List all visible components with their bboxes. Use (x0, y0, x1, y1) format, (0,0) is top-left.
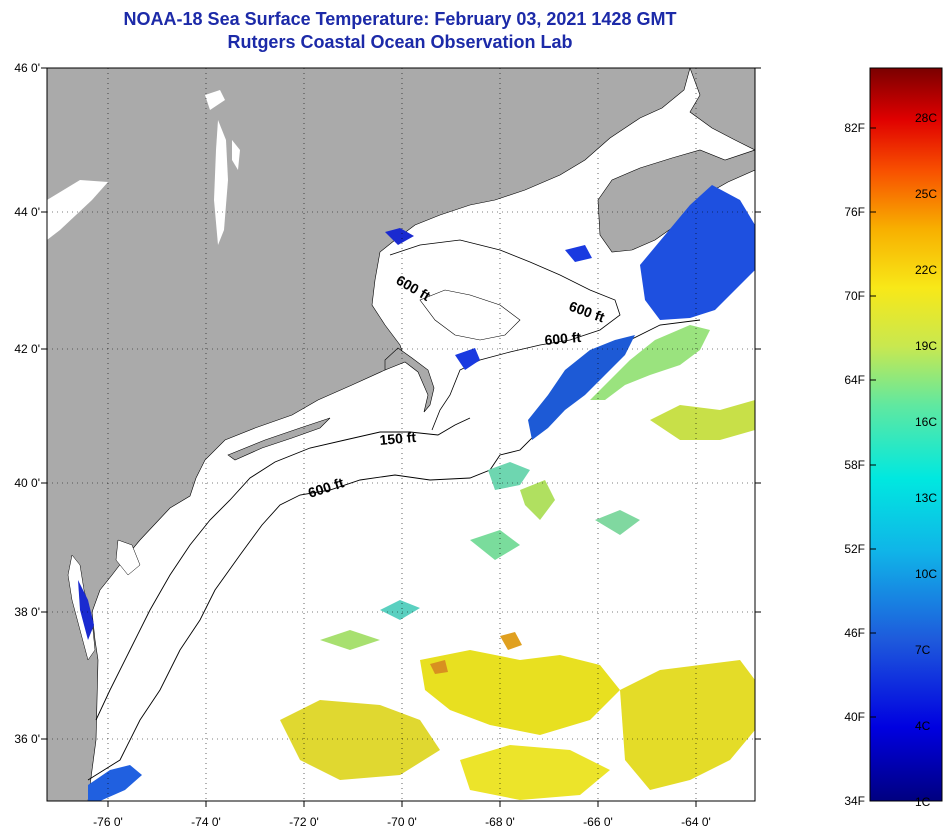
colorbar-f-label: 82F (844, 121, 865, 135)
lat-label: 38 0' (14, 605, 40, 619)
colorbar-f-label: 58F (844, 458, 865, 472)
sst-yellow-south-4 (460, 745, 610, 800)
lake-champlain (214, 120, 228, 245)
lat-label: 36 0' (14, 732, 40, 746)
lon-label: -72 0' (289, 815, 319, 829)
colorbar-f-label: 64F (844, 373, 865, 387)
land-nova-scotia (597, 149, 755, 253)
lat-label: 40 0' (14, 476, 40, 490)
sst-yellow-south-3 (620, 660, 755, 790)
colorbar-c-label: 4C (915, 719, 931, 733)
sst-cold-chesapeake (78, 580, 94, 640)
sst-warm-patch-5 (320, 630, 380, 650)
contour-label: 150 ft (379, 429, 417, 448)
colorbar-c-label: 22C (915, 263, 937, 277)
colorbar-c-label: 1C (915, 795, 931, 809)
sst-warm-patch-4 (380, 600, 420, 620)
contour-gulf-of-maine (389, 239, 621, 431)
colorbar-f-label: 46F (844, 626, 865, 640)
lake-small-2 (232, 140, 240, 170)
lat-label: 46 0' (14, 61, 40, 75)
colorbar-c-label: 25C (915, 187, 937, 201)
sst-warm-slope (590, 325, 710, 400)
colorbar-c-label: 28C (915, 111, 937, 125)
lat-label: 42 0' (14, 342, 40, 356)
map-subtitle: Rutgers Coastal Ocean Observation Lab (227, 32, 573, 52)
contour-label: 600 ft (544, 329, 582, 348)
sst-warm-patch-7 (595, 510, 640, 535)
colorbar-c-label: 7C (915, 643, 931, 657)
tick-marks (41, 67, 761, 807)
colorbar-c-label: 16C (915, 415, 937, 429)
contour-150ft (95, 417, 471, 721)
delaware-bay (115, 539, 141, 576)
colorbar-c-label: 10C (915, 567, 937, 581)
lake-small-1 (205, 90, 225, 110)
colorbar (869, 67, 943, 802)
sst-cold-scotian (640, 185, 755, 320)
sst-warm-patch-6 (650, 400, 755, 440)
land-long-island (227, 417, 331, 461)
contour-gulf-inner (419, 289, 521, 341)
lon-label: -66 0' (583, 815, 613, 829)
lon-label: -74 0' (191, 815, 221, 829)
colorbar-c-label: 19C (915, 339, 937, 353)
lake-ontario (47, 180, 108, 240)
land-mainland (47, 68, 691, 801)
sst-cold-gulf-a (565, 245, 592, 262)
sst-cold-gulf-b (455, 348, 480, 370)
map-title: NOAA-18 Sea Surface Temperature: Februar… (123, 9, 677, 29)
sst-orange-patch-2 (430, 660, 448, 674)
colorbar-ticks (870, 127, 876, 718)
sst-yellow-south-2 (280, 700, 440, 780)
lon-label: -70 0' (387, 815, 417, 829)
colorbar-f-label: 40F (844, 710, 865, 724)
colorbar-f-label: 70F (844, 289, 865, 303)
map-frame (46, 67, 756, 802)
sst-warm-patch-1 (488, 462, 530, 490)
colorbar-f-label: 34F (844, 794, 865, 808)
lon-label: -76 0' (93, 815, 123, 829)
sst-yellow-south-1 (420, 650, 620, 735)
colorbar-c-label: 13C (915, 491, 937, 505)
colorbar-f-label: 76F (844, 205, 865, 219)
grid-lines (47, 68, 755, 801)
lat-label: 44 0' (14, 205, 40, 219)
sst-cold-nearshore (88, 765, 142, 801)
sst-orange-patch (500, 632, 522, 650)
lon-label: -68 0' (485, 815, 515, 829)
sst-cold-maine (385, 228, 414, 245)
land-cape-cod (384, 347, 435, 413)
sst-warm-patch-2 (520, 480, 555, 520)
lon-label: -64 0' (681, 815, 711, 829)
colorbar-f-label: 52F (844, 542, 865, 556)
sst-cold-georges (528, 335, 635, 440)
sst-warm-patch-3 (470, 530, 520, 560)
land-cape-breton (689, 68, 755, 151)
